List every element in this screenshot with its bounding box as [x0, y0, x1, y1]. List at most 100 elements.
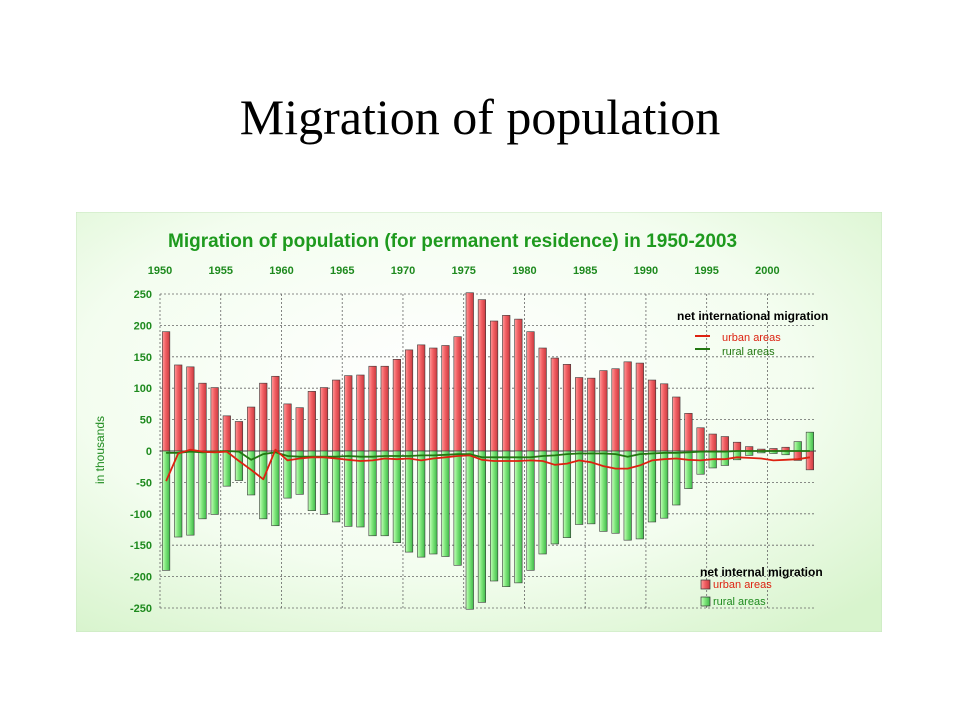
bar-internal-urban — [344, 375, 353, 452]
y-tick-label: -200 — [130, 572, 152, 584]
bar-internal-rural — [635, 450, 644, 540]
x-tick-label: 1975 — [451, 265, 475, 277]
bar-internal-urban — [550, 357, 559, 452]
bar-internal-urban — [404, 349, 414, 452]
bar-internal-urban — [356, 374, 365, 452]
bar-internal-rural — [259, 450, 268, 520]
bar-internal-urban — [635, 362, 644, 452]
bar-internal-rural — [222, 450, 231, 487]
bar-internal-rural — [465, 450, 474, 610]
legend-internal-title: net internal migration — [700, 565, 823, 579]
bar-internal-rural — [368, 450, 377, 537]
bar-internal-urban — [247, 406, 256, 452]
bar-internal-urban — [174, 364, 183, 452]
legend-internal: net internal migration urban areas rural… — [700, 565, 823, 608]
bar-internal-rural — [271, 450, 280, 527]
y-tick-label: -250 — [130, 603, 152, 615]
bar-internal-urban — [575, 377, 584, 452]
legend-international-rural-label: rural areas — [722, 346, 775, 358]
bar-internal-urban — [599, 370, 608, 452]
bar-internal-rural — [162, 450, 171, 571]
y-tick-label: 200 — [134, 320, 152, 332]
bar-internal-rural — [490, 450, 499, 582]
bar-internal-urban — [392, 359, 401, 452]
legend-international: net international migration urban areas … — [677, 309, 828, 358]
bar-internal-rural — [283, 450, 292, 499]
bar-internal-urban — [162, 331, 171, 452]
bar-internal-urban — [732, 441, 742, 452]
x-tick-label: 2000 — [755, 265, 779, 277]
bar-internal-urban — [514, 318, 523, 452]
bar-internal-urban — [720, 436, 729, 452]
y-tick-label: 100 — [134, 383, 152, 395]
bars-group — [162, 292, 814, 610]
bar-internal-rural — [380, 450, 389, 537]
tick-labels: 250 200 150 100 50 0 -50 -100 -150 -200 -250 1950 19… — [130, 265, 780, 615]
bar-internal-urban — [368, 365, 377, 452]
bar-internal-urban — [623, 361, 632, 452]
bar-internal-rural — [696, 450, 705, 475]
y-tick-label: 250 — [134, 289, 152, 301]
bar-internal-urban — [259, 382, 268, 452]
bar-internal-rural — [672, 450, 681, 506]
legend-internal-urban-label: urban areas — [713, 579, 772, 591]
bar-internal-urban — [477, 299, 486, 452]
legend-internal-urban-swatch — [700, 579, 711, 590]
bar-internal-urban — [490, 320, 499, 452]
bar-internal-rural — [599, 450, 608, 532]
bar-internal-urban — [647, 379, 657, 452]
legend-internal-rural-swatch — [700, 596, 711, 607]
bar-internal-urban — [453, 336, 462, 452]
bar-internal-rural — [174, 450, 183, 538]
bar-internal-urban — [465, 292, 474, 452]
bar-internal-rural — [417, 450, 426, 558]
y-tick-label: 150 — [134, 352, 152, 364]
bar-internal-rural — [319, 450, 329, 515]
bar-internal-rural — [332, 450, 341, 523]
bar-internal-urban — [319, 387, 329, 452]
bar-internal-rural — [647, 450, 657, 523]
line-international-urban — [165, 448, 811, 482]
migration-chart: Migration of population (for permanent r… — [75, 211, 883, 633]
chart-title: Migration of population (for permanent r… — [168, 231, 737, 252]
bar-internal-urban — [562, 364, 572, 452]
y-tick-label: -150 — [130, 540, 152, 552]
bar-internal-urban — [708, 433, 717, 452]
legend-international-title: net international migration — [677, 309, 828, 323]
bar-internal-rural — [805, 431, 814, 452]
bar-internal-urban — [210, 387, 219, 452]
bar-internal-rural — [562, 450, 572, 538]
bar-internal-urban — [283, 403, 292, 452]
bar-internal-rural — [356, 450, 365, 528]
bar-internal-urban — [611, 368, 620, 452]
bar-internal-rural — [453, 450, 462, 566]
bar-internal-urban — [234, 421, 244, 452]
bar-internal-urban — [441, 345, 450, 452]
bar-internal-rural — [502, 450, 511, 587]
bar-internal-rural — [587, 450, 596, 525]
bar-internal-rural — [793, 441, 802, 452]
x-tick-label: 1970 — [391, 265, 415, 277]
bar-internal-rural — [429, 450, 438, 555]
y-axis-label: in thousands — [93, 416, 107, 484]
bar-internal-urban — [502, 315, 511, 452]
x-tick-label: 1995 — [694, 265, 718, 277]
y-tick-label: 50 — [140, 415, 152, 427]
bar-internal-urban — [307, 391, 316, 452]
bar-internal-urban — [538, 347, 547, 452]
bar-internal-urban — [660, 383, 669, 452]
x-tick-label: 1980 — [512, 265, 536, 277]
chart-container: Migration of population (for permanent r… — [75, 211, 883, 633]
bar-internal-rural — [307, 450, 316, 511]
x-tick-label: 1965 — [330, 265, 354, 277]
bar-internal-rural — [575, 450, 584, 525]
bar-internal-urban — [295, 407, 304, 452]
bar-internal-urban — [332, 379, 341, 452]
bar-internal-urban — [696, 427, 705, 452]
bar-internal-rural — [392, 450, 401, 543]
legend-internal-rural-label: rural areas — [713, 596, 766, 608]
x-tick-label: 1950 — [148, 265, 172, 277]
bar-internal-urban — [198, 382, 207, 452]
bar-internal-urban — [587, 377, 596, 452]
bar-internal-urban — [380, 365, 389, 452]
